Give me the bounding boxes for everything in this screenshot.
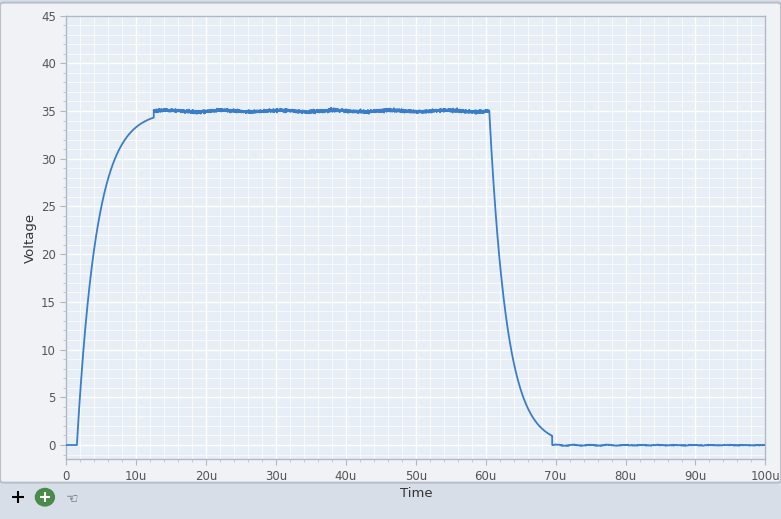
X-axis label: Time: Time bbox=[400, 487, 432, 500]
Y-axis label: Voltage: Voltage bbox=[24, 212, 37, 263]
Circle shape bbox=[35, 488, 55, 506]
Text: ☜: ☜ bbox=[66, 491, 78, 505]
